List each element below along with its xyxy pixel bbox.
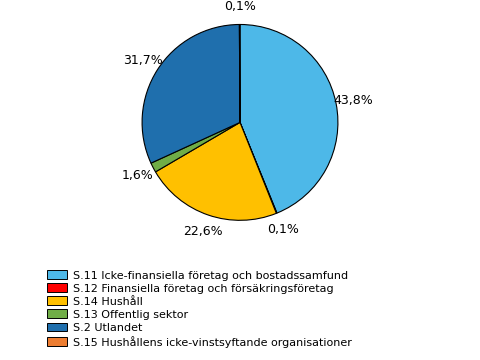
Wedge shape bbox=[142, 24, 240, 163]
Wedge shape bbox=[240, 24, 338, 213]
Text: 22,6%: 22,6% bbox=[183, 225, 222, 238]
Text: 0,1%: 0,1% bbox=[267, 223, 299, 236]
Text: 1,6%: 1,6% bbox=[121, 169, 154, 182]
Text: 43,8%: 43,8% bbox=[334, 94, 373, 107]
Legend: S.11 Icke-finansiella företag och bostadssamfund, S.12 Finansiella företag och f: S.11 Icke-finansiella företag och bostad… bbox=[44, 267, 355, 351]
Wedge shape bbox=[151, 122, 240, 172]
Wedge shape bbox=[156, 122, 276, 220]
Text: 0,1%: 0,1% bbox=[224, 0, 255, 13]
Text: 31,7%: 31,7% bbox=[123, 54, 162, 67]
Wedge shape bbox=[240, 122, 277, 213]
